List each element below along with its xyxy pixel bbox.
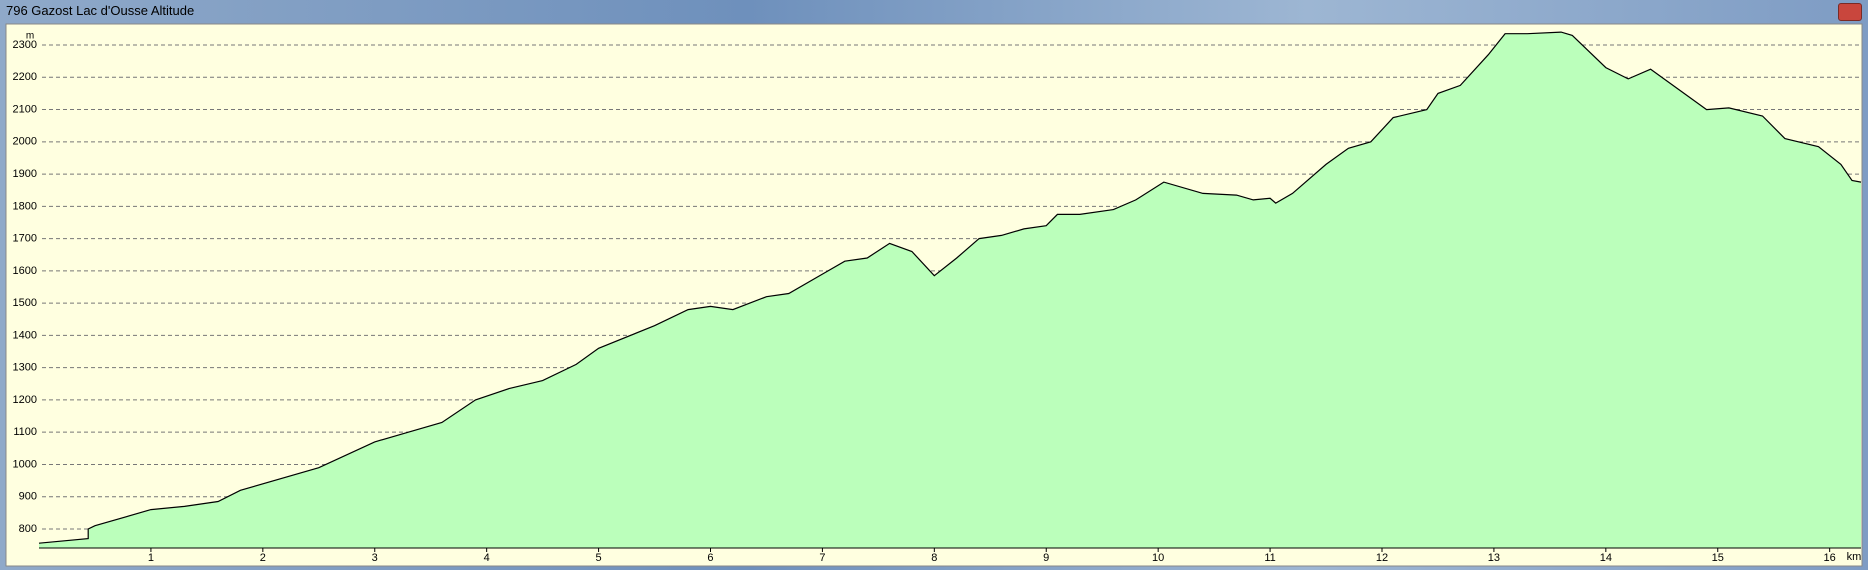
x-tick-label: 15 — [1712, 552, 1724, 564]
x-unit: km — [1847, 551, 1862, 563]
y-tick-label: 1800 — [13, 200, 37, 212]
x-tick-label: 6 — [707, 552, 713, 564]
title-bar: 796 Gazost Lac d'Ousse Altitude — [0, 0, 1868, 22]
y-tick-label: 2200 — [13, 71, 37, 83]
x-tick-label: 7 — [819, 552, 825, 564]
x-tick-label: 2 — [260, 552, 266, 564]
y-tick-label: 2300 — [13, 39, 37, 51]
y-tick-label: 2100 — [13, 103, 37, 115]
y-tick-label: 1700 — [13, 233, 37, 245]
y-tick-label: 1300 — [13, 362, 37, 374]
x-tick-label: 14 — [1600, 552, 1612, 564]
x-tick-label: 13 — [1488, 552, 1500, 564]
x-tick-label: 10 — [1152, 552, 1164, 564]
close-button[interactable] — [1838, 3, 1862, 21]
y-tick-label: 1100 — [13, 426, 37, 438]
y-tick-label: 2000 — [13, 136, 37, 148]
y-tick-label: 800 — [19, 523, 37, 535]
x-tick-label: 8 — [931, 552, 937, 564]
x-tick-label: 1 — [148, 552, 154, 564]
x-tick-label: 16 — [1824, 552, 1836, 564]
y-tick-label: 1900 — [13, 168, 37, 180]
x-tick-label: 3 — [372, 552, 378, 564]
window-title: 796 Gazost Lac d'Ousse Altitude — [6, 3, 195, 18]
y-tick-label: 1400 — [13, 329, 37, 341]
elevation-line — [38, 31, 1862, 544]
x-tick-label: 9 — [1043, 552, 1049, 564]
area-fill — [39, 32, 1861, 549]
x-tick-label: 5 — [596, 552, 602, 564]
y-unit: m — [26, 31, 34, 42]
y-tick-label: 1500 — [13, 297, 37, 309]
x-tick-label: 11 — [1264, 552, 1275, 564]
y-tick-label: 1000 — [13, 458, 37, 470]
y-tick-label: 1200 — [13, 394, 37, 406]
x-tick-label: 12 — [1376, 552, 1388, 564]
x-tick-label: 4 — [484, 552, 490, 564]
y-tick-label: 900 — [19, 491, 37, 503]
y-tick-label: 1600 — [13, 265, 37, 277]
